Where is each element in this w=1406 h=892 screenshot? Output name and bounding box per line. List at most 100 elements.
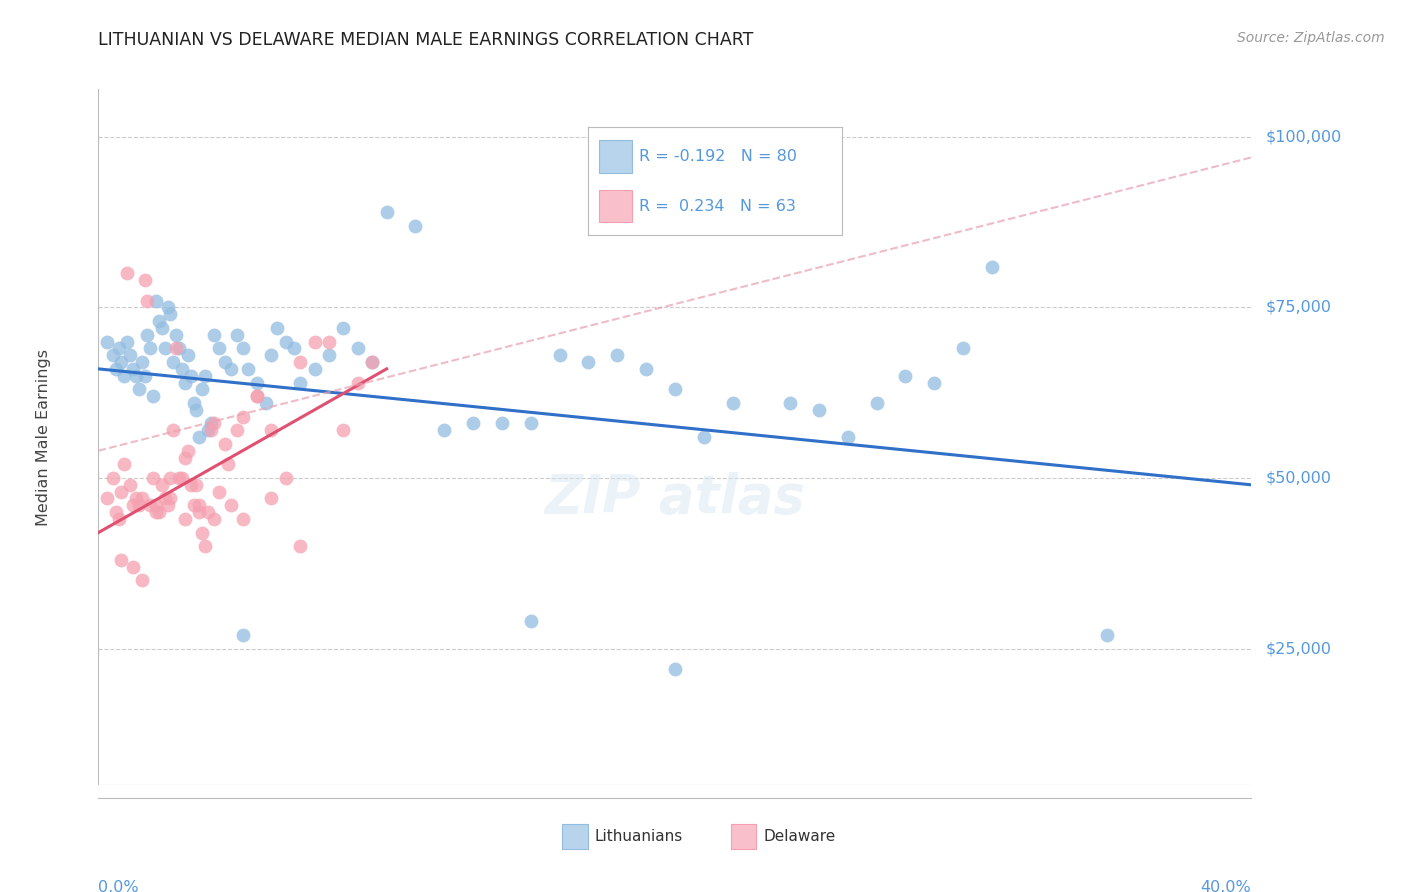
Point <box>217 458 239 472</box>
Point <box>332 321 354 335</box>
Text: Delaware: Delaware <box>763 829 835 844</box>
Point <box>134 273 156 287</box>
Point <box>461 417 484 431</box>
Text: 0.0%: 0.0% <box>98 880 139 892</box>
Point <box>225 423 247 437</box>
Point <box>520 417 543 431</box>
Point <box>246 389 269 403</box>
Point <box>225 327 247 342</box>
Point <box>117 266 138 280</box>
Point <box>150 321 173 335</box>
Point <box>148 314 170 328</box>
Point <box>664 382 686 396</box>
Point <box>136 293 159 308</box>
Point <box>125 491 148 506</box>
Point <box>139 342 162 356</box>
Point <box>664 662 686 676</box>
Point <box>128 382 150 396</box>
Point <box>156 301 179 315</box>
Point <box>807 402 830 417</box>
Point <box>636 362 658 376</box>
Point <box>104 362 127 376</box>
Point <box>274 334 297 349</box>
Point <box>162 423 184 437</box>
Point <box>200 417 222 431</box>
Point <box>290 376 312 390</box>
Point <box>145 505 167 519</box>
Point <box>188 430 211 444</box>
Point <box>148 505 170 519</box>
Point <box>254 396 277 410</box>
Point <box>122 362 145 376</box>
Point <box>200 423 222 437</box>
Point <box>578 355 600 369</box>
Point <box>177 443 200 458</box>
Point <box>112 458 135 472</box>
Point <box>260 491 283 506</box>
Point <box>361 355 384 369</box>
Point <box>101 471 124 485</box>
Point <box>318 334 340 349</box>
Point <box>110 355 132 369</box>
Point <box>117 334 138 349</box>
Point <box>346 342 368 356</box>
Point <box>208 342 231 356</box>
Point <box>194 368 217 383</box>
Point <box>188 498 211 512</box>
Point <box>188 505 211 519</box>
Text: $25,000: $25,000 <box>1265 641 1331 656</box>
Point <box>375 205 398 219</box>
Point <box>1097 628 1119 642</box>
Text: Median Male Earnings: Median Male Earnings <box>35 349 51 525</box>
Point <box>104 505 127 519</box>
Point <box>153 342 176 356</box>
Text: 40.0%: 40.0% <box>1201 880 1251 892</box>
Text: LITHUANIAN VS DELAWARE MEDIAN MALE EARNINGS CORRELATION CHART: LITHUANIAN VS DELAWARE MEDIAN MALE EARNI… <box>98 31 754 49</box>
Point <box>107 512 129 526</box>
Point <box>180 368 202 383</box>
Point <box>183 498 205 512</box>
Point <box>136 327 159 342</box>
Point <box>191 525 214 540</box>
Point <box>197 505 219 519</box>
Text: Source: ZipAtlas.com: Source: ZipAtlas.com <box>1237 31 1385 45</box>
Point <box>167 342 190 356</box>
Point <box>107 342 129 356</box>
Point <box>405 219 427 233</box>
Point <box>361 355 384 369</box>
Point <box>170 471 193 485</box>
Point <box>159 491 181 506</box>
Point <box>231 342 254 356</box>
Point <box>165 342 187 356</box>
Text: $75,000: $75,000 <box>1265 300 1331 315</box>
Point <box>177 348 200 362</box>
Point <box>433 423 456 437</box>
Point <box>120 478 142 492</box>
Point <box>779 396 801 410</box>
Point <box>304 362 326 376</box>
Point <box>145 293 167 308</box>
Point <box>96 491 118 506</box>
Point <box>290 539 312 553</box>
Point <box>231 409 254 424</box>
Point <box>214 437 236 451</box>
Text: $100,000: $100,000 <box>1265 129 1341 145</box>
Point <box>153 491 176 506</box>
Point <box>548 348 571 362</box>
Point <box>174 450 197 465</box>
Point <box>150 478 173 492</box>
Point <box>202 417 225 431</box>
Point <box>170 362 193 376</box>
Point <box>125 368 148 383</box>
Point <box>231 628 254 642</box>
Point <box>159 471 181 485</box>
Text: ZIP atlas: ZIP atlas <box>544 473 806 524</box>
Point <box>122 498 145 512</box>
Text: R = -0.192   N = 80: R = -0.192 N = 80 <box>640 149 797 164</box>
Point <box>96 334 118 349</box>
Point <box>186 478 208 492</box>
Point <box>162 355 184 369</box>
Point <box>721 396 744 410</box>
Point <box>952 342 974 356</box>
Point <box>260 423 283 437</box>
